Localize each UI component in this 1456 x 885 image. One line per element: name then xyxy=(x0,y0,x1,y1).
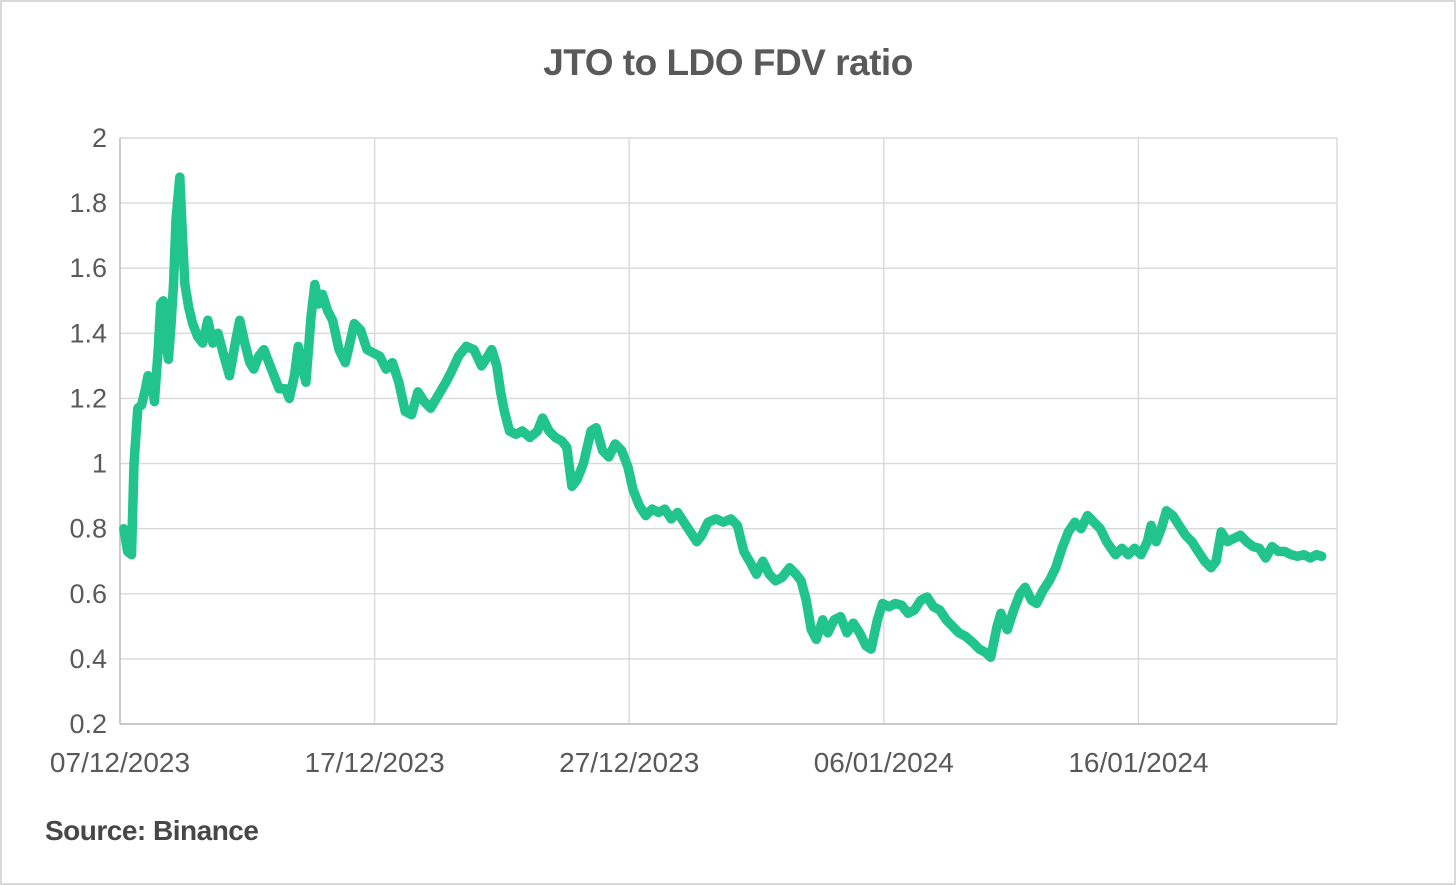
x-axis-tick-label: 07/12/2023 xyxy=(50,747,190,778)
x-axis-tick-label: 17/12/2023 xyxy=(305,747,445,778)
y-axis-tick-label: 1.2 xyxy=(69,383,107,413)
x-axis-tick-label: 16/01/2024 xyxy=(1068,747,1208,778)
y-axis-tick-label: 0.6 xyxy=(69,579,107,609)
y-axis-tick-label: 1 xyxy=(92,449,107,479)
y-axis-tick-label: 0.2 xyxy=(69,709,107,739)
source-note: Source: Binance xyxy=(45,815,259,846)
y-axis-tick-label: 2 xyxy=(92,123,107,153)
y-axis-tick-label: 1.8 xyxy=(69,188,107,218)
x-axis-tick-label: 06/01/2024 xyxy=(814,747,954,778)
x-axis-tick-label: 27/12/2023 xyxy=(559,747,699,778)
chart-title: JTO to LDO FDV ratio xyxy=(543,42,913,83)
series-line xyxy=(119,172,1327,663)
y-axis-tick-label: 0.8 xyxy=(69,514,107,544)
y-axis-tick-label: 0.4 xyxy=(69,644,107,674)
y-axis-tick-label: 1.6 xyxy=(69,253,107,283)
y-axis-tick-label: 1.4 xyxy=(69,318,107,348)
